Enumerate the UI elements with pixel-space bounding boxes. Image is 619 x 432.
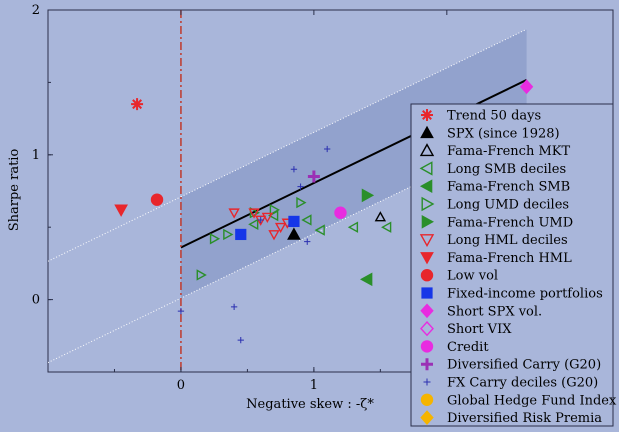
legend-label: Short VIX <box>447 322 512 337</box>
data-point <box>297 183 304 190</box>
data-point <box>248 218 259 230</box>
x-tick-label: 0 <box>177 378 185 393</box>
legend-marker <box>421 214 435 229</box>
data-point <box>307 170 320 183</box>
data-point <box>347 221 359 233</box>
data-point <box>237 336 244 344</box>
data-point <box>374 211 387 222</box>
legend-label: SPX (since 1928) <box>447 126 560 141</box>
legend-label: Long HML deciles <box>447 233 568 248</box>
legend-label: Short SPX vol. <box>447 304 542 319</box>
data-point <box>334 206 347 219</box>
data-point <box>209 233 221 245</box>
data-point <box>257 216 264 224</box>
y-axis-label: Sharpe ratio <box>7 149 22 232</box>
data-point <box>290 166 298 173</box>
band-upper-edge <box>180 28 527 198</box>
legend-box <box>410 103 614 427</box>
legend-marker <box>420 320 434 337</box>
legend-label: FX Carry deciles (G20) <box>447 376 598 391</box>
data-point <box>304 238 311 245</box>
legend-marker <box>421 358 433 371</box>
legend-label: Fama-French MKT <box>447 144 570 159</box>
data-point <box>361 188 375 203</box>
y-tick-label: 2 <box>32 3 40 18</box>
legend-label: Global Hedge Fund Index <box>447 393 617 408</box>
data-point <box>324 145 331 153</box>
legend-label: Trend 50 days <box>447 109 541 124</box>
legend-label: Fixed-income portfolios <box>447 287 603 302</box>
data-point <box>519 79 534 95</box>
legend-marker <box>420 393 434 406</box>
data-point <box>314 224 325 236</box>
legend-marker <box>420 410 434 425</box>
legend-marker <box>423 378 431 386</box>
legend: Trend 50 days SPX (since 1928) Fama-French… <box>410 103 617 427</box>
data-point <box>223 228 234 241</box>
band-upper-extension <box>48 196 182 262</box>
y-tick-label: 0 <box>32 293 40 308</box>
data-point <box>177 308 185 315</box>
legend-label: Fama-French UMD <box>447 215 573 230</box>
legend-marker <box>421 287 433 299</box>
data-point <box>269 204 280 216</box>
data-point <box>268 230 280 241</box>
legend-label: Long UMD deciles <box>447 198 569 213</box>
legend-marker <box>421 196 435 212</box>
y-tick-label: 1 <box>32 148 40 163</box>
legend-marker <box>419 143 435 157</box>
x-axis-label: Negative skew : -ζ* <box>246 397 374 412</box>
data-point <box>150 193 164 206</box>
data-point <box>296 196 307 209</box>
data-point <box>381 221 392 233</box>
legend-marker <box>420 125 434 139</box>
data-point <box>274 222 287 234</box>
legend-label: Low vol <box>447 269 498 284</box>
data-point <box>248 208 260 219</box>
legend-marker <box>419 161 433 176</box>
legend-label: Long SMB deciles <box>447 162 566 177</box>
data-point <box>230 303 238 310</box>
legend-marker <box>420 340 434 353</box>
legend-label: Fama-French SMB <box>447 180 570 195</box>
data-point <box>288 215 300 228</box>
data-point <box>301 214 312 226</box>
data-point <box>287 227 301 240</box>
legend-marker <box>420 252 434 265</box>
legend-label: Diversified Risk Premia <box>447 411 602 426</box>
legend-label: Fama-French HML <box>447 251 572 266</box>
legend-label: Credit <box>447 340 489 355</box>
data-point <box>360 272 373 287</box>
legend-marker <box>420 303 434 319</box>
legend-label: Diversified Carry (G20) <box>447 358 601 373</box>
data-point <box>228 208 240 219</box>
legend-marker <box>419 234 435 248</box>
data-point <box>131 98 144 111</box>
data-point <box>235 228 247 241</box>
legend-marker <box>421 109 433 121</box>
x-tick-label: 1 <box>310 378 318 393</box>
legend-marker <box>419 179 433 194</box>
data-point <box>114 204 128 217</box>
data-point <box>196 269 207 281</box>
legend-marker <box>420 269 434 282</box>
